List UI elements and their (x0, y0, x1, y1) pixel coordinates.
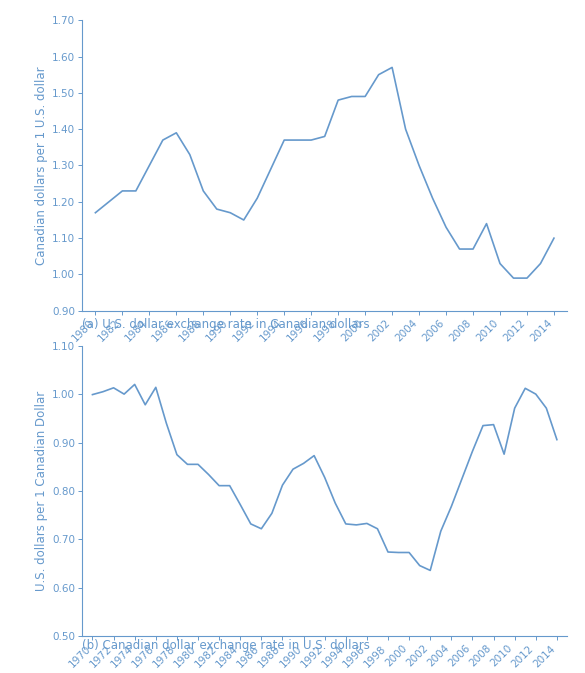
Y-axis label: Canadian dollars per 1 U.S. dollar: Canadian dollars per 1 U.S. dollar (35, 66, 47, 264)
X-axis label: Year: Year (310, 347, 339, 359)
Y-axis label: U.S. dollars per 1 Canadian Dollar: U.S. dollars per 1 Canadian Dollar (35, 391, 47, 591)
Text: (b) Canadian dollar exchange rate in U.S. dollars: (b) Canadian dollar exchange rate in U.S… (82, 639, 370, 652)
X-axis label: Year: Year (310, 672, 339, 673)
Text: (a) U.S. dollar exchange rate in Canadian dollars: (a) U.S. dollar exchange rate in Canadia… (82, 318, 370, 331)
